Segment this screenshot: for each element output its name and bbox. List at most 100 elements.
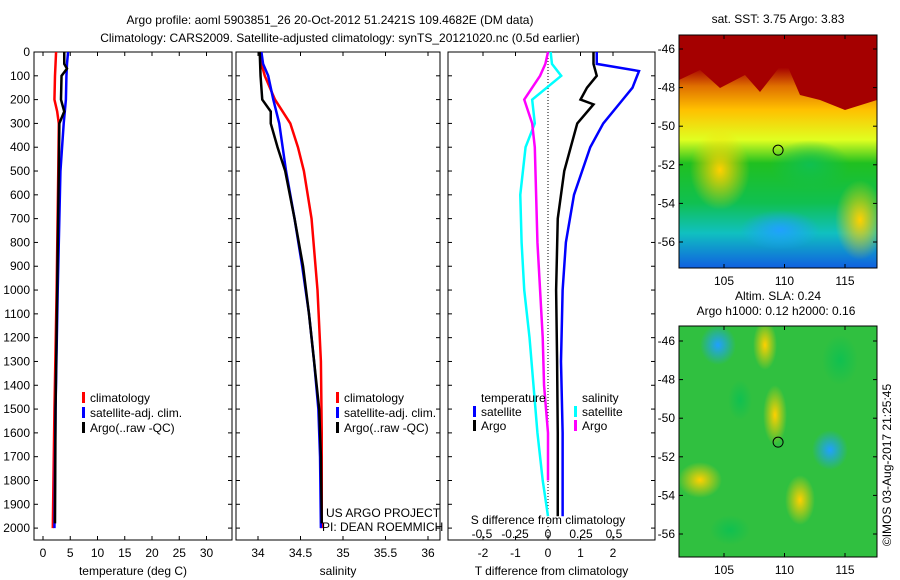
- sla-map-title-1: Altim. SLA: 0.24: [735, 289, 821, 303]
- legend-swatch: [82, 407, 85, 418]
- y-tick-label: 800: [10, 235, 30, 249]
- x-tick-label: 15: [118, 546, 132, 560]
- y-tick-label: -52: [658, 158, 676, 172]
- y-tick-label: 1100: [4, 307, 30, 321]
- x-tick-label: 34: [251, 546, 265, 560]
- plot-frame: [33, 51, 233, 541]
- x-tick-label: 20: [145, 546, 159, 560]
- x-tick-label: 115: [835, 274, 854, 288]
- sla-blob: [822, 335, 858, 385]
- y-tick-label: 1600: [3, 426, 30, 440]
- difference-profile-1: [554, 52, 599, 517]
- legend-swatch: [82, 422, 85, 433]
- salinity-profile-0: [259, 51, 323, 529]
- x-tick-label: 30: [200, 546, 214, 560]
- salinity-profile-2: [258, 51, 323, 524]
- y-tick-label: 0: [23, 45, 30, 59]
- legend-swatch: [473, 406, 476, 417]
- sla-map-frame: [678, 325, 878, 558]
- y-tick-label: 200: [10, 93, 30, 107]
- sla-blob: [728, 380, 752, 420]
- x-tick-label: 2: [610, 546, 617, 560]
- x-tick-label: 35.5: [374, 546, 398, 560]
- x2-tick-label: 0.5: [606, 527, 623, 541]
- y-tick-label: 2000: [3, 521, 30, 535]
- y-tick-label: -56: [658, 527, 676, 541]
- title-line-1: Argo profile: aoml 5903851_26 20-Oct-201…: [127, 13, 534, 27]
- y-tick-label: -48: [658, 81, 676, 95]
- x-tick-label: 25: [173, 546, 187, 560]
- legend-label: satellite: [481, 405, 522, 419]
- x-tick-label: 1: [577, 546, 584, 560]
- sla-map: [679, 326, 877, 557]
- plot-frame: [447, 51, 656, 541]
- sst-map: [679, 35, 877, 268]
- x2-tick-label: 0.25: [569, 527, 593, 541]
- x2-tick-label: 0: [545, 527, 552, 541]
- x-axis-label: T difference from climatology: [475, 564, 629, 578]
- sla-blob: [785, 475, 815, 525]
- temperature-profile-2: [53, 52, 69, 524]
- y-tick-label: 600: [10, 188, 30, 202]
- legend-label: Argo(..raw -QC): [344, 421, 429, 435]
- sst-blob: [740, 210, 820, 250]
- plot-frame: [235, 51, 441, 541]
- legend-label: climatology: [344, 391, 404, 405]
- legend-title: salinity: [582, 391, 619, 405]
- y-tick-label: 300: [10, 116, 30, 130]
- legend-label: Argo: [481, 419, 507, 433]
- x-axis-label: salinity: [320, 564, 357, 578]
- difference-profile-0: [559, 52, 641, 517]
- sla-blob: [679, 462, 722, 498]
- title-line-2: Climatology: CARS2009. Satellite-adjuste…: [100, 31, 580, 45]
- legend-label: satellite: [582, 405, 623, 419]
- x-tick-label: -1: [510, 546, 521, 560]
- legend-label: Argo(..raw -QC): [90, 421, 175, 435]
- legend-swatch: [336, 392, 339, 403]
- y-tick-label: -54: [658, 488, 676, 502]
- legend-label: satellite-adj. clim.: [90, 406, 182, 420]
- y-tick-label: -48: [658, 373, 676, 387]
- y-tick-label: 1700: [3, 450, 30, 464]
- sst-warm-region: [679, 35, 877, 110]
- x-tick-label: 110: [775, 274, 794, 288]
- y-tick-label: 1000: [3, 283, 30, 297]
- y-tick-label: -50: [658, 119, 676, 133]
- x-tick-label: 110: [775, 563, 794, 577]
- legend-label: Argo: [582, 419, 608, 433]
- sla-blob: [812, 430, 848, 470]
- difference-panel: -2 -1 0 1 2 T difference from climatology -0.5…: [447, 51, 656, 578]
- annotation-pi: PI: DEAN ROEMMICH: [322, 520, 443, 534]
- legend-swatch: [336, 407, 339, 418]
- legend-swatch: [473, 420, 476, 431]
- x-tick-label: 115: [835, 563, 854, 577]
- sla-blob: [753, 326, 777, 370]
- legend-swatch: [82, 392, 85, 403]
- x-tick-label: 34.5: [289, 546, 313, 560]
- y-tick-label: 1300: [3, 354, 30, 368]
- argo-location-marker: [772, 436, 784, 448]
- x-tick-label: 0: [40, 546, 47, 560]
- sst-blob: [770, 140, 850, 190]
- y-tick-label: 1800: [3, 473, 30, 487]
- sla-map-title-2: Argo h1000: 0.12 h2000: 0.16: [697, 304, 856, 318]
- sla-map-axes: 105 110 115 -46 -48 -50 -52 -54 -56: [658, 326, 877, 577]
- y-tick-label: -46: [658, 42, 676, 56]
- salinity-panel: 34 34.5 35 35.5 36 salinity climatologysatelli…: [235, 51, 443, 578]
- sst-map-axes: 105 110 115 -46 -48 -50 -52 -54 -56: [658, 35, 877, 288]
- x-tick-label: 5: [67, 546, 74, 560]
- legend-label: satellite-adj. clim.: [344, 406, 436, 420]
- y-tick-label: 700: [10, 212, 30, 226]
- sla-blob: [763, 385, 787, 445]
- y-tick-label: 400: [10, 140, 30, 154]
- x2-axis-label: S difference from climatology: [471, 513, 626, 527]
- y-tick-label: -52: [658, 450, 676, 464]
- y-tick-label: 500: [10, 164, 30, 178]
- y-tick-label: 100: [10, 69, 30, 83]
- y-tick-label: 1900: [3, 497, 30, 511]
- difference-profile-3: [522, 51, 550, 481]
- credit-text: ©IMOS 03-Aug-2017 21:25:45: [880, 384, 894, 547]
- sst-map-frame: [678, 34, 878, 269]
